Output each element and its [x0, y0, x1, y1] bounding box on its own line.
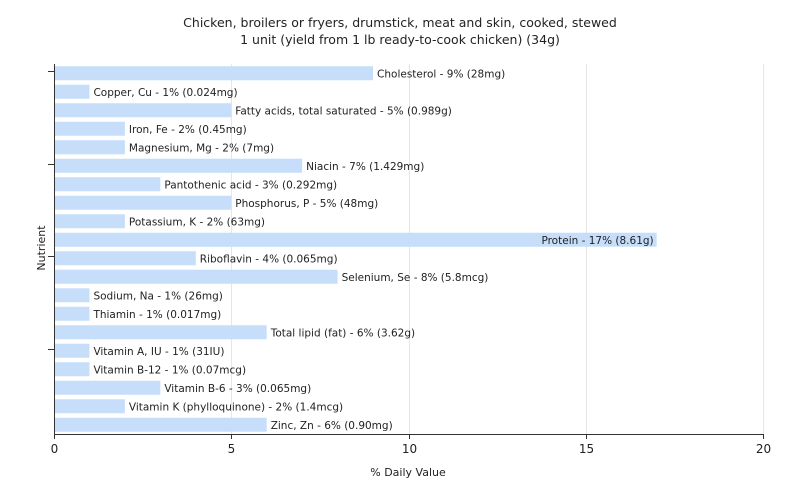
chart-title: Chicken, broilers or fryers, drumstick, …	[183, 15, 617, 30]
bar-label: Vitamin A, IU - 1% (31IU)	[93, 346, 224, 358]
bar-label: Vitamin K (phylloquinone) - 2% (1.4mcg)	[129, 401, 343, 413]
bar-label: Vitamin B-12 - 1% (0.07mcg)	[93, 364, 246, 376]
bar	[54, 362, 90, 377]
x-tick-label: 15	[579, 442, 594, 456]
bar-label: Vitamin B-6 - 3% (0.065mg)	[164, 383, 311, 395]
bar	[54, 195, 232, 210]
bar	[54, 417, 267, 432]
bar-label: Niacin - 7% (1.429mg)	[306, 161, 424, 173]
bar	[54, 66, 374, 81]
bar	[54, 177, 161, 192]
x-tick-label: 20	[756, 442, 771, 456]
bar-label: Magnesium, Mg - 2% (7mg)	[129, 142, 274, 154]
bar-label: Riboflavin - 4% (0.065mg)	[200, 253, 338, 265]
bar	[54, 343, 90, 358]
bar-label: Sodium, Na - 1% (26mg)	[93, 290, 222, 302]
axes: 0 5 10 15 20	[48, 64, 771, 456]
bar-label: Pantothenic acid - 3% (0.292mg)	[164, 179, 337, 191]
bar-label: Copper, Cu - 1% (0.024mg)	[93, 87, 237, 99]
bar-label: Zinc, Zn - 6% (0.90mg)	[271, 420, 393, 432]
x-tick-label: 0	[51, 442, 59, 456]
bar-label: Potassium, K - 2% (63mg)	[129, 216, 265, 228]
x-tick-label: 5	[228, 442, 236, 456]
bar-label: Iron, Fe - 2% (0.45mg)	[129, 124, 247, 136]
bar	[54, 399, 125, 414]
bar-label: Cholesterol - 9% (28mg)	[377, 68, 505, 80]
x-axis-label: % Daily Value	[370, 466, 446, 479]
bar	[54, 232, 657, 247]
bar	[54, 84, 90, 99]
bar	[54, 251, 196, 266]
bar	[54, 103, 232, 118]
y-axis-label: Nutrient	[35, 225, 48, 271]
bar	[54, 140, 125, 155]
grid-lines	[231, 64, 764, 434]
bar	[54, 288, 90, 303]
bar	[54, 214, 125, 229]
bar-label: Phosphorus, P - 5% (48mg)	[235, 198, 378, 210]
bar	[54, 158, 303, 173]
chart-subtitle: 1 unit (yield from 1 lb ready-to-cook ch…	[240, 32, 560, 47]
bar-label: Thiamin - 1% (0.017mg)	[92, 309, 221, 321]
bar	[54, 306, 90, 321]
bar-label: Fatty acids, total saturated - 5% (0.989…	[235, 105, 452, 117]
bar	[54, 325, 267, 340]
bar	[54, 121, 125, 136]
bar-label: Protein - 17% (8.61g)	[541, 235, 653, 247]
bar-label: Selenium, Se - 8% (5.8mcg)	[342, 272, 489, 284]
bar	[54, 380, 161, 395]
bars: Cholesterol - 9% (28mg) Copper, Cu - 1% (…	[54, 66, 657, 432]
bar	[54, 269, 338, 284]
x-tick-label: 10	[402, 442, 417, 456]
bar-label: Total lipid (fat) - 6% (3.62g)	[270, 327, 415, 339]
